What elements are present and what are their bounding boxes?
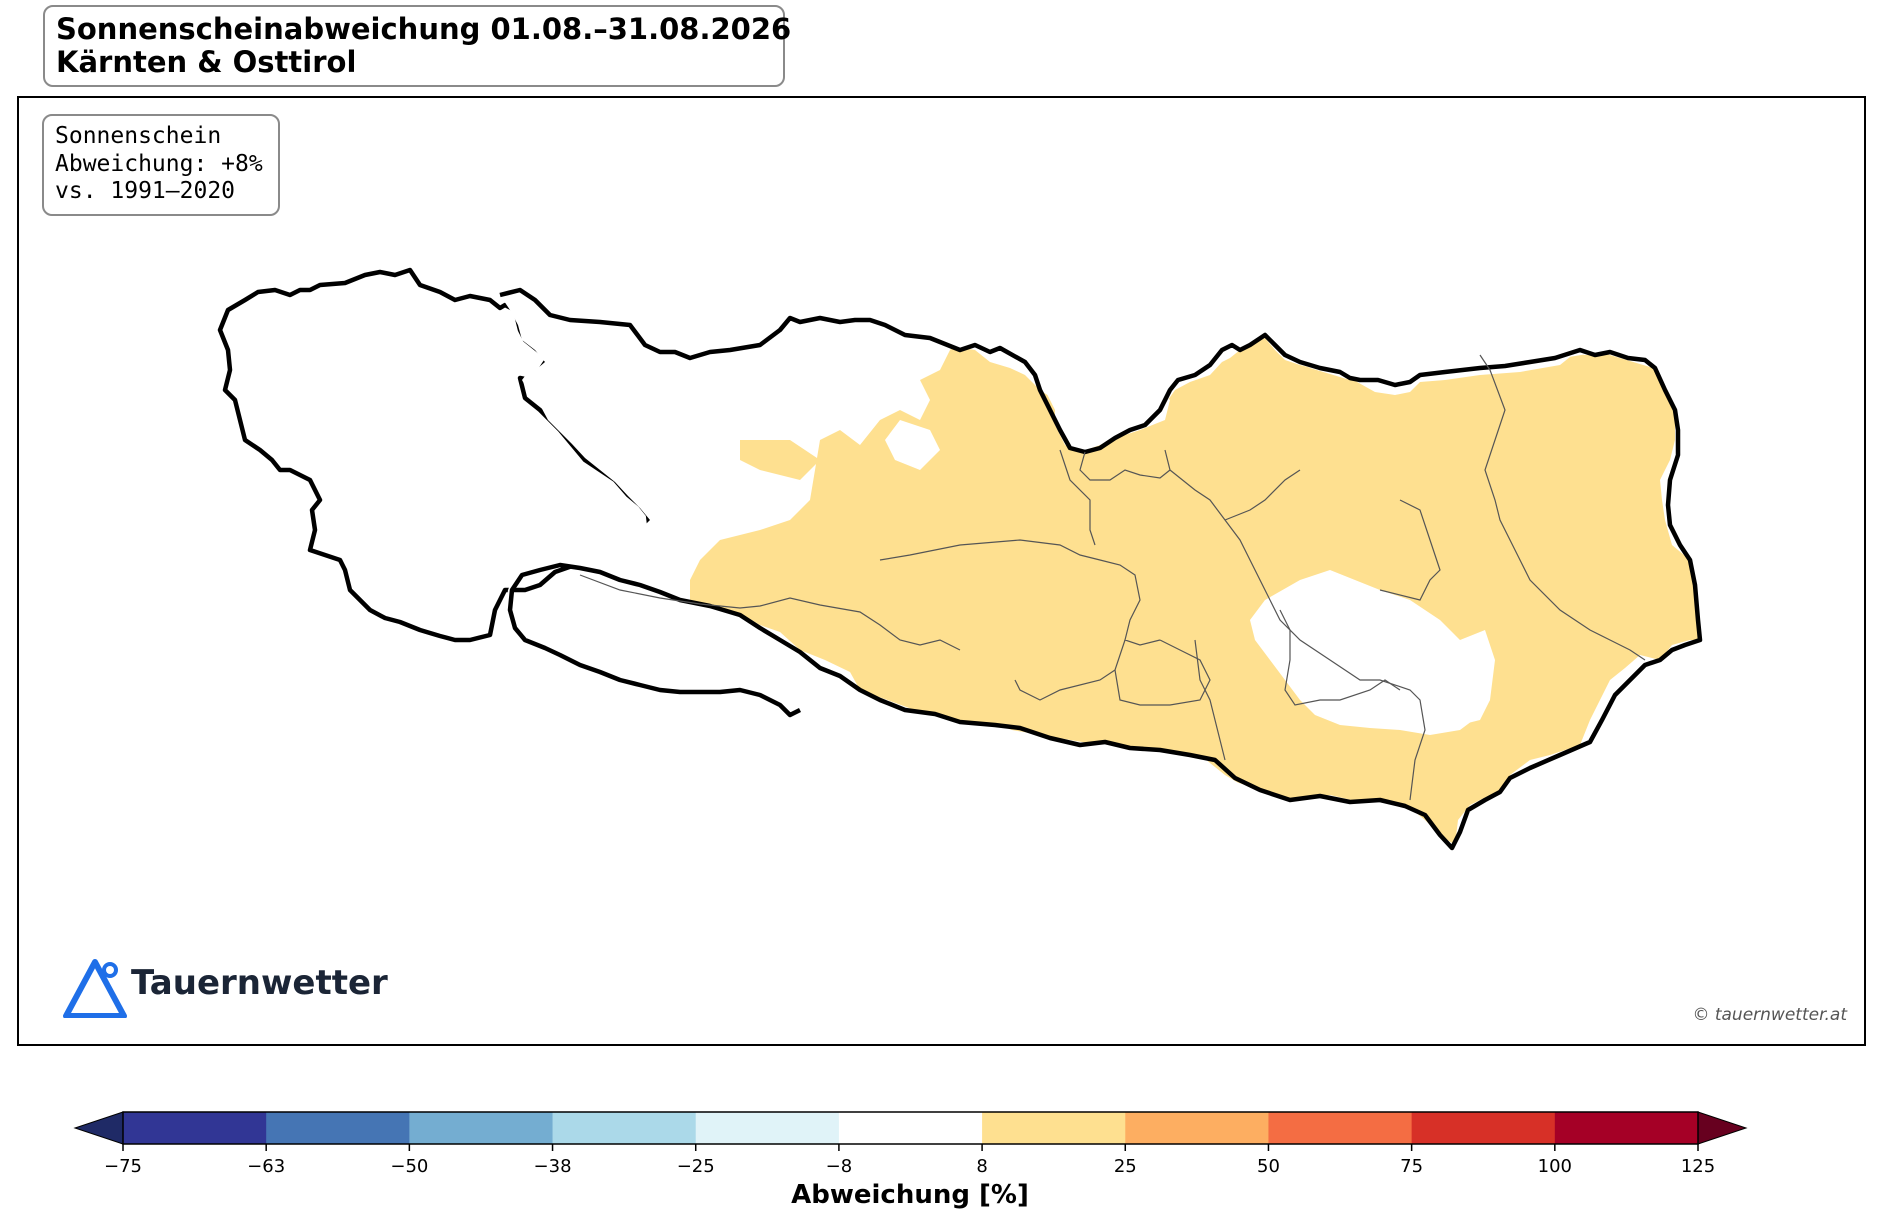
info-line-3: vs. 1991–2020 (55, 178, 236, 204)
mountain-triangle-icon (63, 959, 127, 1018)
colorbar-label: Abweichung [%] (791, 1180, 1029, 1210)
colorbar-segment (1554, 1112, 1699, 1144)
colorbar-segment (982, 1112, 1126, 1144)
colorbar-tick-label: 125 (1681, 1156, 1715, 1177)
colorbar-tick-label: 50 (1257, 1156, 1280, 1177)
colorbar-tick-label: −8 (826, 1156, 853, 1177)
map-title-box: Sonnenscheinabweichung 01.08.–31.08.2026… (43, 5, 792, 87)
map-title: Sonnenscheinabweichung 01.08.–31.08.2026 (56, 12, 792, 46)
info-box: Sonnenschein Abweichung: +8% vs. 1991–20… (42, 114, 280, 216)
colorbar-segment (1411, 1112, 1556, 1144)
colorbar-tick-label: 100 (1538, 1156, 1572, 1177)
colorbar-segment (409, 1112, 554, 1144)
colorbar-over-arrow (1697, 1111, 1748, 1145)
map-frame (17, 96, 1866, 1046)
colorbar-tick-label: 25 (1114, 1156, 1137, 1177)
brand-name: Tauernwetter (131, 963, 388, 1003)
colorbar-tick-label: −75 (104, 1156, 142, 1177)
colorbar-segment (1125, 1112, 1269, 1144)
colorbar-segment (695, 1112, 840, 1144)
colorbar-tick-label: 8 (976, 1156, 987, 1177)
colorbar-segment (123, 1112, 267, 1144)
colorbar-body: −75 −63 −50 −38 −25 −8 8 25 50 75 100 125 (73, 1111, 1748, 1177)
map-subtitle: Kärnten & Osttirol (56, 45, 357, 79)
colorbar-tick-label: −63 (247, 1156, 285, 1177)
colorbar: −75 −63 −50 −38 −25 −8 8 25 50 75 100 125 (73, 1111, 1748, 1177)
colorbar-tick-label: −25 (677, 1156, 715, 1177)
colorbar-segment (838, 1112, 983, 1144)
info-line-2: Abweichung: +8% (55, 150, 263, 177)
colorbar-segment (266, 1112, 410, 1144)
colorbar-segment (1268, 1112, 1413, 1144)
district-boundaries (579, 354, 1646, 801)
info-line-1: Sonnenschein (55, 123, 222, 149)
colorbar-border (122, 1111, 1699, 1145)
copyright-text: © tauernwetter.at (1692, 1005, 1847, 1025)
region-kaernten-outline (499, 287, 1703, 851)
colorbar-segment (552, 1112, 697, 1144)
map-canvas (217, 267, 1703, 851)
colorbar-under-arrow (73, 1111, 124, 1145)
colorbar-tick-label: 75 (1400, 1156, 1423, 1177)
colorbar-tick-label: −38 (534, 1156, 572, 1177)
colorbar-tick-label: −50 (390, 1156, 428, 1177)
